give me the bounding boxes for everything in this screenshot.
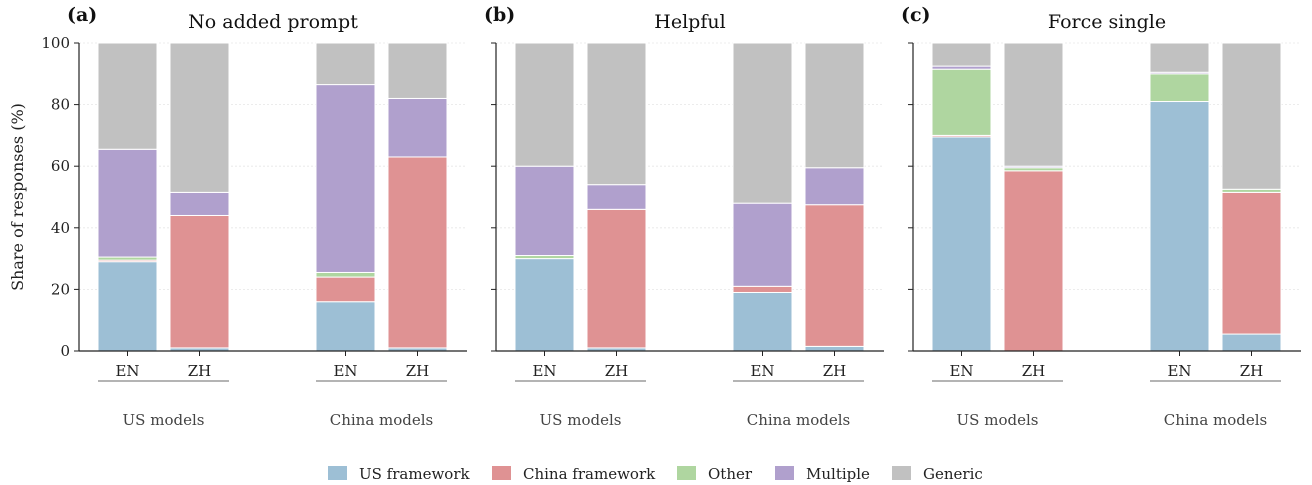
- x-tick-label: ZH: [1022, 362, 1046, 380]
- bar-segment-other: [1149, 73, 1210, 103]
- legend-swatch-us-framework: [328, 466, 347, 480]
- bar-segment-china-framework: [732, 285, 793, 293]
- legend-label-multiple: Multiple: [806, 465, 870, 483]
- panel-c: EN ZH EN ZH US models China models Force singl…: [901, 4, 1301, 429]
- x-tick-label: ZH: [188, 362, 212, 380]
- bar-segment-generic: [931, 42, 992, 67]
- bar-segment-generic: [804, 42, 865, 169]
- panel-letter: (b): [484, 4, 515, 26]
- panel-title: Force single: [1048, 11, 1166, 33]
- bar-segment-us-framework: [1149, 101, 1210, 352]
- bar-segment-us-framework: [97, 261, 158, 352]
- bar-segment-generic: [514, 42, 575, 167]
- legend-swatch-other: [677, 466, 696, 480]
- x-tick-label: ZH: [605, 362, 629, 380]
- bar-segment-generic: [586, 42, 647, 186]
- legend-label-us-framework: US framework: [359, 465, 470, 483]
- x-tick-label: ZH: [406, 362, 430, 380]
- y-tick-label: 40: [51, 219, 70, 237]
- legend-swatch-multiple: [775, 466, 794, 480]
- x-tick-label: ZH: [1240, 362, 1264, 380]
- group-label: US models: [540, 411, 622, 429]
- bar-segment-china-framework: [804, 204, 865, 347]
- bar-segment-china-framework: [586, 208, 647, 349]
- legend-label-other: Other: [708, 465, 753, 483]
- group-label: China models: [747, 411, 851, 429]
- bar-segment-multiple: [804, 167, 865, 206]
- bar-segment-generic: [169, 42, 230, 193]
- bar-segment-generic: [1003, 42, 1064, 167]
- bar-segment-us-framework: [931, 136, 992, 352]
- bar-segment-multiple: [732, 202, 793, 287]
- x-tick-label: EN: [532, 362, 556, 380]
- panel-title: No added prompt: [188, 11, 358, 33]
- legend-label-generic: Generic: [923, 465, 983, 483]
- panel-title: Helpful: [654, 11, 725, 33]
- legend: US framework China framework Other Multiple…: [328, 465, 983, 483]
- group-label: China models: [330, 411, 434, 429]
- bar-segment-us-framework: [804, 345, 865, 352]
- y-tick-label: 0: [60, 342, 70, 360]
- bar-segment-other: [931, 68, 992, 136]
- panel-letter: (a): [67, 4, 97, 26]
- bar-segment-multiple: [315, 84, 376, 273]
- bar-segment-us-framework: [732, 291, 793, 352]
- bar-segment-us-framework: [315, 301, 376, 352]
- bar-segment-multiple: [387, 97, 448, 158]
- bar-segment-us-framework: [514, 258, 575, 352]
- group-label: US models: [123, 411, 205, 429]
- bar-segment-multiple: [97, 148, 158, 258]
- bar-segment-china-framework: [1003, 170, 1064, 352]
- bar-segment-multiple: [169, 191, 230, 216]
- y-axis-label: Share of responses (%): [8, 103, 27, 291]
- group-label: US models: [957, 411, 1039, 429]
- legend-swatch-generic: [892, 466, 911, 480]
- y-tick-label: 100: [41, 34, 70, 52]
- legend-label-china-framework: China framework: [523, 465, 656, 483]
- x-tick-label: EN: [333, 362, 357, 380]
- bar-segment-generic: [387, 42, 448, 99]
- y-tick-label: 20: [51, 280, 70, 298]
- bar-segment-generic: [1149, 42, 1210, 73]
- x-tick-label: EN: [750, 362, 774, 380]
- bar-segment-china-framework: [1221, 191, 1282, 335]
- bar-segment-multiple: [514, 165, 575, 257]
- x-tick-label: ZH: [823, 362, 847, 380]
- bar-segment-china-framework: [315, 276, 376, 303]
- legend-swatch-china-framework: [492, 466, 511, 480]
- y-tick-label: 60: [51, 157, 70, 175]
- y-tick-label: 80: [51, 96, 70, 114]
- bar-segment-multiple: [586, 184, 647, 210]
- bar-segment-generic: [732, 42, 793, 204]
- bar-segment-us-framework: [1221, 333, 1282, 352]
- bar-segment-generic: [97, 42, 158, 150]
- panel-a: 0 20 40 60 80 100 EN ZH EN ZH US models China model…: [41, 4, 467, 429]
- bar-segment-other: [315, 271, 376, 278]
- x-tick-label: EN: [115, 362, 139, 380]
- bar-segment-generic: [1221, 42, 1282, 190]
- bar-segment-generic: [315, 42, 376, 86]
- group-label: China models: [1164, 411, 1268, 429]
- panel-letter: (c): [901, 4, 931, 26]
- x-tick-label: EN: [1167, 362, 1191, 380]
- panel-b: EN ZH EN ZH US models China models Helpful (b): [484, 4, 884, 429]
- bar-segment-china-framework: [387, 156, 448, 349]
- bar-segment-china-framework: [169, 214, 230, 349]
- x-tick-label: EN: [949, 362, 973, 380]
